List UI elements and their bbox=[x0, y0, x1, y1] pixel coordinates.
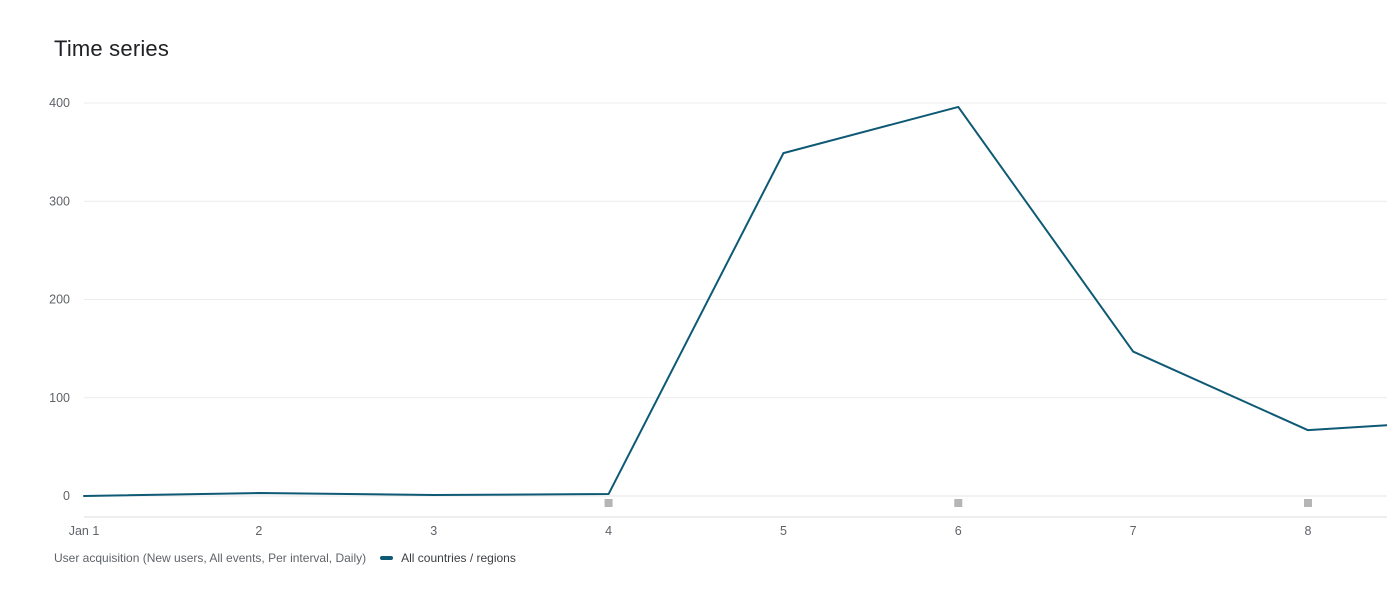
x-tick-label: Jan 1 bbox=[69, 524, 100, 538]
annotation-marker-icon[interactable] bbox=[1304, 499, 1312, 507]
y-tick-label: 0 bbox=[63, 489, 70, 503]
y-tick-label: 300 bbox=[49, 194, 70, 208]
series-line[interactable] bbox=[83, 105, 1387, 497]
legend-label: All countries / regions bbox=[401, 551, 516, 565]
chart-footer: User acquisition (New users, All events,… bbox=[54, 551, 1367, 565]
x-tick-label: 4 bbox=[605, 524, 612, 538]
x-tick-label: 7 bbox=[1130, 524, 1137, 538]
x-tick-label: 6 bbox=[955, 524, 962, 538]
chart-caption: User acquisition (New users, All events,… bbox=[54, 551, 367, 565]
x-tick-label: 2 bbox=[255, 524, 262, 538]
annotation-marker-icon[interactable] bbox=[954, 499, 963, 507]
legend-dash-icon bbox=[380, 556, 394, 560]
x-tick-label: 3 bbox=[430, 524, 437, 538]
x-tick-label: 5 bbox=[780, 524, 787, 538]
chart-title: Time series bbox=[54, 36, 170, 61]
y-tick-label: 400 bbox=[49, 96, 70, 110]
x-tick-label: 8 bbox=[1305, 524, 1312, 538]
legend-item[interactable]: All countries / regions bbox=[380, 551, 516, 565]
y-tick-label: 100 bbox=[49, 391, 70, 405]
y-tick-label: 200 bbox=[49, 293, 70, 307]
annotation-marker-icon[interactable] bbox=[604, 499, 613, 507]
